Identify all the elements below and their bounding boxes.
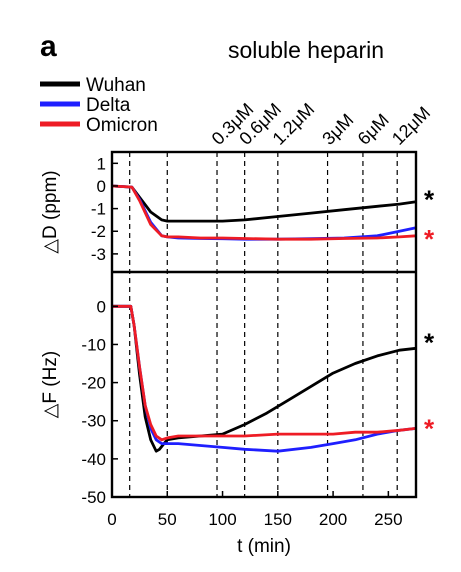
significance-star: * xyxy=(424,224,435,254)
y-tick-label-dF: -10 xyxy=(81,335,106,354)
concentration-label: 3μM xyxy=(318,110,357,149)
x-tick-label: 150 xyxy=(264,510,292,529)
y-tick-label-dF: -40 xyxy=(81,450,106,469)
concentration-label: 12μM xyxy=(388,103,434,149)
x-tick-label: 100 xyxy=(208,510,236,529)
significance-star: * xyxy=(424,328,435,358)
tick-layer: 10-1-2-30-10-20-30-40-500 50 100 150 200 250 xyxy=(81,154,402,529)
x-tick-label: 200 xyxy=(319,510,347,529)
y-tick-label-dF: -30 xyxy=(81,412,106,431)
significance-star: * xyxy=(424,184,435,214)
significance-star: * xyxy=(424,413,435,443)
plot-border xyxy=(110,150,418,499)
injection-lines xyxy=(129,152,398,497)
y-tick-label-dF: 0 xyxy=(97,297,106,316)
y-axis-label-dF: △F (Hz) xyxy=(40,351,61,418)
axis-labels: △D (ppm) △F (Hz) t (min) xyxy=(40,170,291,557)
legend-label-wuhan: Wuhan xyxy=(86,75,146,96)
y-axis-label-dD: △D (ppm) xyxy=(40,170,61,253)
panel-label: a xyxy=(40,30,57,63)
y-tick-label-dF: -20 xyxy=(81,374,106,393)
significance-markers: * * * * xyxy=(424,184,435,443)
x-axis-label: t (min) xyxy=(237,536,291,557)
series-layer xyxy=(111,184,417,453)
x-tick-label: 250 xyxy=(374,510,402,529)
plot-frame xyxy=(110,150,418,499)
x-tick-label: 50 xyxy=(158,510,177,529)
series-dF-delta xyxy=(112,304,417,453)
y-tick-label-dD: 1 xyxy=(97,154,106,173)
concentration-label: 6μM xyxy=(354,110,393,149)
x-tick-label: 0 xyxy=(107,510,116,529)
chart-title: soluble heparin xyxy=(228,37,384,63)
series-dF-omicron xyxy=(112,304,417,442)
legend-label-delta: Delta xyxy=(86,95,131,116)
series-dD-omicron xyxy=(111,184,417,241)
series-dD-wuhan xyxy=(111,184,417,223)
series-dF-wuhan xyxy=(112,304,417,453)
y-tick-label-dF: -50 xyxy=(81,488,106,507)
y-tick-label-dD: 0 xyxy=(97,177,106,196)
y-tick-label-dD: -1 xyxy=(91,200,106,219)
y-tick-label-dD: -3 xyxy=(91,245,106,264)
legend-label-omicron: Omicron xyxy=(86,115,158,136)
y-tick-label-dD: -2 xyxy=(91,222,106,241)
